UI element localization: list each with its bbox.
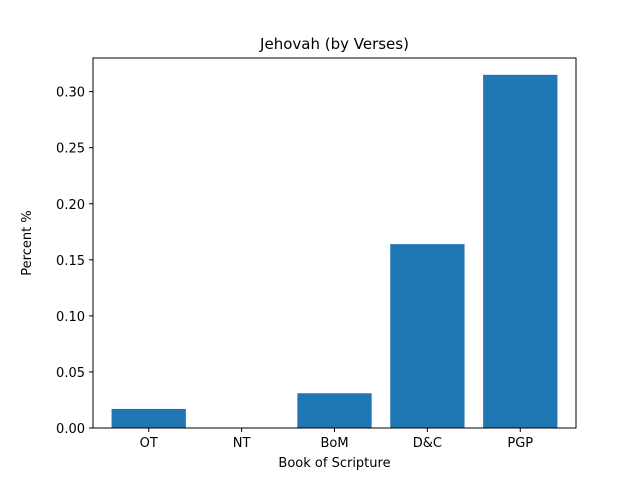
bar-ot xyxy=(111,408,186,428)
y-tick-label: 0.20 xyxy=(56,198,85,213)
x-tick-label: PGP xyxy=(507,436,533,451)
x-axis-ticks: OT NT BoM D&C PGP xyxy=(140,428,533,451)
bars-layer xyxy=(111,74,558,429)
x-axis-label: Book of Scripture xyxy=(278,456,390,471)
plot-frame xyxy=(92,57,577,429)
x-tick-label: OT xyxy=(140,436,158,451)
y-tick-label: 0.30 xyxy=(56,86,85,101)
bar-dc xyxy=(390,244,465,428)
y-tick-label: 0.00 xyxy=(56,422,85,437)
y-axis-ticks: 0.00 0.05 0.10 0.15 0.20 0.25 0.30 xyxy=(56,86,93,437)
y-tick-label: 0.05 xyxy=(56,366,85,381)
x-tick-label: D&C xyxy=(413,436,442,451)
y-tick-label: 0.15 xyxy=(56,254,85,269)
chart-title: Jehovah (by Verses) xyxy=(259,35,409,53)
x-tick-label: NT xyxy=(233,436,251,451)
y-tick-label: 0.10 xyxy=(56,310,85,325)
bar-bom xyxy=(297,393,372,428)
y-axis-label: Percent % xyxy=(20,210,35,275)
y-tick-label: 0.25 xyxy=(56,142,85,157)
bar-pgp xyxy=(483,74,558,429)
x-tick-label: BoM xyxy=(320,436,348,451)
